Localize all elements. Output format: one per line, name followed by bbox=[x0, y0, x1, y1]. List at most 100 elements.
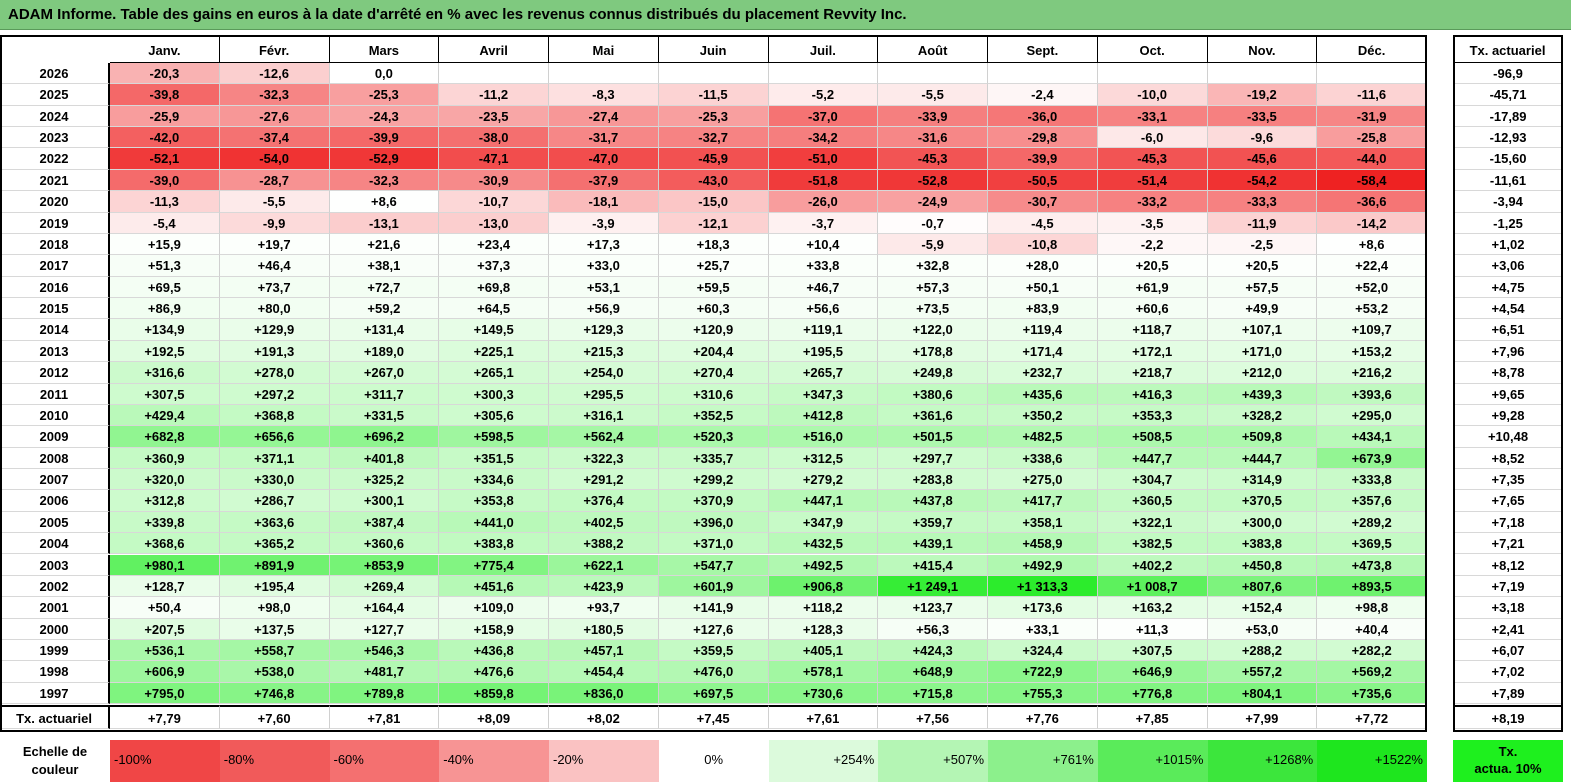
gain-cell: +21,6 bbox=[329, 233, 440, 256]
gain-cell: +122,0 bbox=[878, 319, 988, 341]
gain-cell: -31,9 bbox=[1317, 105, 1427, 128]
gain-cell: -37,9 bbox=[549, 169, 659, 192]
gain-cell: +598,5 bbox=[439, 426, 549, 448]
gain-cell: +72,7 bbox=[329, 276, 440, 299]
gain-cell: +46,7 bbox=[768, 276, 879, 299]
gain-cell: +360,9 bbox=[110, 447, 220, 470]
gain-cell: +360,6 bbox=[329, 533, 440, 555]
gain-cell: +441,0 bbox=[439, 511, 549, 534]
actuariel-cell: -3,94 bbox=[1453, 191, 1563, 213]
gain-cell: +696,2 bbox=[329, 426, 440, 448]
gain-cell: +127,7 bbox=[329, 618, 440, 640]
gain-cell: +324,4 bbox=[988, 639, 1098, 662]
gain-cell: +380,6 bbox=[878, 383, 988, 405]
gain-cell: +52,0 bbox=[1317, 276, 1427, 299]
actuariel-cell: -11,61 bbox=[1453, 169, 1563, 192]
gain-cell: +804,1 bbox=[1207, 682, 1318, 705]
gain-cell: -43,0 bbox=[658, 169, 769, 192]
gain-cell: +283,8 bbox=[878, 469, 988, 491]
gain-cell: -33,5 bbox=[1207, 105, 1318, 128]
actuariel-cell: +2,41 bbox=[1453, 618, 1563, 640]
gain-cell: +388,2 bbox=[549, 533, 659, 555]
gain-cell: +335,7 bbox=[658, 447, 769, 470]
gain-cell: +265,7 bbox=[768, 362, 879, 384]
gain-cell: +53,1 bbox=[549, 276, 659, 299]
scale-actuariel-legend: Tx. actua. 10% bbox=[1453, 740, 1563, 782]
gain-cell: +64,5 bbox=[439, 298, 549, 320]
gain-cell: +538,0 bbox=[219, 661, 330, 683]
gain-cell: +402,2 bbox=[1097, 554, 1208, 576]
gain-cell: +697,5 bbox=[658, 682, 769, 705]
scale-swatch: +1015% bbox=[1097, 740, 1208, 782]
gain-cell: +215,3 bbox=[549, 340, 659, 363]
gain-cell: +450,8 bbox=[1207, 554, 1318, 576]
actuariel-cell: -45,71 bbox=[1453, 84, 1563, 106]
gain-cell: +376,4 bbox=[549, 490, 659, 512]
month-header: Avril bbox=[439, 36, 549, 63]
gain-cell: +232,7 bbox=[988, 362, 1098, 384]
gain-cell: +316,1 bbox=[549, 404, 659, 427]
gain-cell: +69,8 bbox=[439, 276, 549, 299]
gain-cell: +56,6 bbox=[768, 298, 879, 320]
gain-cell: +558,7 bbox=[219, 639, 330, 662]
scale-swatch: -80% bbox=[219, 740, 330, 782]
gain-cell: -2,2 bbox=[1097, 233, 1208, 256]
gain-cell: +417,7 bbox=[988, 490, 1098, 512]
gain-cell: -28,7 bbox=[219, 169, 330, 192]
gain-cell: +316,6 bbox=[110, 362, 220, 384]
actuariel-cell: +7,21 bbox=[1453, 533, 1563, 555]
gain-cell: +33,0 bbox=[549, 255, 659, 277]
year-label: 2011 bbox=[0, 383, 110, 405]
year-label: 2025 bbox=[0, 84, 110, 106]
gain-cell: -10,0 bbox=[1097, 84, 1208, 106]
gain-cell: +275,0 bbox=[988, 469, 1098, 491]
gain-cell: +15,9 bbox=[110, 233, 220, 256]
gain-cell: +444,7 bbox=[1207, 447, 1318, 470]
gain-cell: +735,6 bbox=[1317, 682, 1427, 705]
gain-cell: +279,2 bbox=[768, 469, 879, 491]
actuariel-cell: +8,78 bbox=[1453, 362, 1563, 384]
scale-swatch: -100% bbox=[110, 740, 220, 782]
gain-cell: -24,3 bbox=[329, 105, 440, 128]
gain-cell: +311,7 bbox=[329, 383, 440, 405]
gain-cell: +516,0 bbox=[768, 426, 879, 448]
gain-cell: +50,4 bbox=[110, 597, 220, 619]
footer-cell: +7,99 bbox=[1207, 705, 1318, 730]
gain-cell: -33,1 bbox=[1097, 105, 1208, 128]
scale-swatch: +254% bbox=[768, 740, 879, 782]
gain-cell: +28,0 bbox=[988, 255, 1098, 277]
gain-cell: +109,0 bbox=[439, 597, 549, 619]
gain-cell: -44,0 bbox=[1317, 148, 1427, 170]
gain-cell: +98,0 bbox=[219, 597, 330, 619]
scale-last-line1: Tx. bbox=[1498, 744, 1518, 759]
gain-cell: +189,0 bbox=[329, 340, 440, 363]
gain-cell: +776,8 bbox=[1097, 682, 1208, 705]
gain-cell: -2,4 bbox=[988, 84, 1098, 106]
gain-cell: +218,7 bbox=[1097, 362, 1208, 384]
gain-cell: +423,9 bbox=[549, 575, 659, 598]
gain-cell: +307,5 bbox=[110, 383, 220, 405]
gain-cell: +265,1 bbox=[439, 362, 549, 384]
gain-cell: -31,6 bbox=[878, 127, 988, 149]
gain-cell: +212,0 bbox=[1207, 362, 1318, 384]
gain-cell: +295,0 bbox=[1317, 404, 1427, 427]
gain-cell: +432,5 bbox=[768, 533, 879, 555]
gain-cell: +371,1 bbox=[219, 447, 330, 470]
gain-cell: +730,6 bbox=[768, 682, 879, 705]
year-label: 2001 bbox=[0, 597, 110, 619]
gain-cell: +350,2 bbox=[988, 404, 1098, 427]
year-label: 2012 bbox=[0, 362, 110, 384]
gain-cell: +1 313,3 bbox=[988, 575, 1098, 598]
gain-cell: -18,1 bbox=[549, 191, 659, 213]
gain-cell: -27,4 bbox=[549, 105, 659, 128]
gain-cell: +22,4 bbox=[1317, 255, 1427, 277]
year-label: 1998 bbox=[0, 661, 110, 683]
gain-cell: -11,5 bbox=[658, 84, 769, 106]
scale-swatch: 0% bbox=[658, 740, 769, 782]
gain-cell: +562,4 bbox=[549, 426, 659, 448]
month-header: Sept. bbox=[988, 36, 1098, 63]
gain-cell bbox=[1207, 63, 1318, 85]
month-header: Mars bbox=[329, 36, 440, 63]
gain-cell: -58,4 bbox=[1317, 169, 1427, 192]
gain-cell: +648,9 bbox=[878, 661, 988, 683]
